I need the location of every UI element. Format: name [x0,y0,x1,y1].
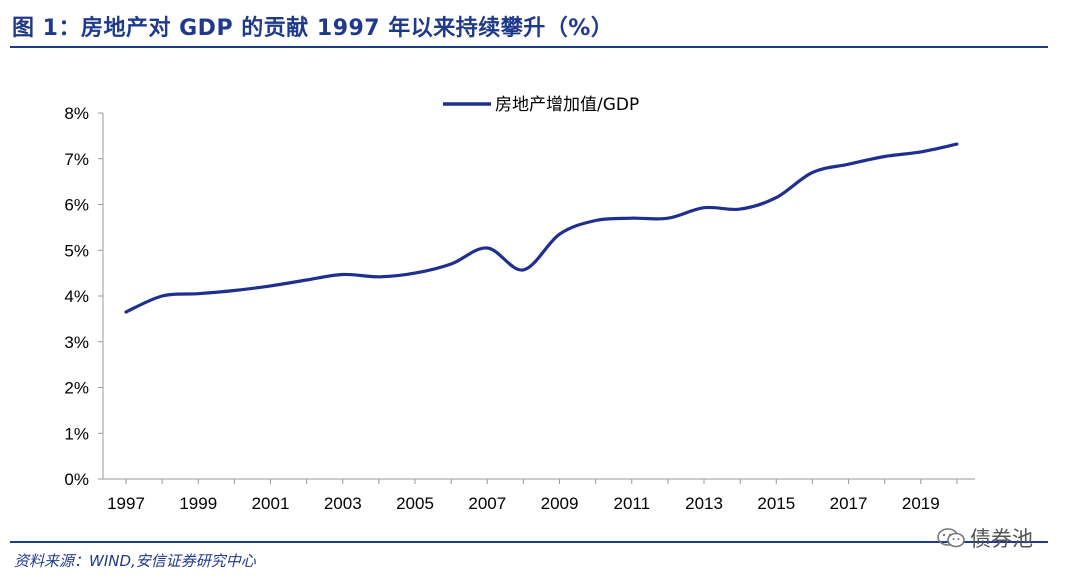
x-tick-label: 2001 [252,494,290,513]
y-tick-label: 6% [64,196,89,215]
y-tick-label: 5% [64,241,89,260]
legend: 房地产增加值/GDP [443,95,639,115]
x-tick-label: 2003 [324,494,362,513]
watermark-text: 债券池 [970,527,1033,551]
y-tick-label: 3% [64,333,89,352]
legend-label: 房地产增加值/GDP [495,95,639,115]
series-lines [124,142,959,314]
y-tick-label: 1% [64,424,89,443]
x-tick-label: 2019 [902,494,940,513]
x-tick-label: 2011 [614,494,651,513]
x-tick-label: 2007 [468,494,506,513]
x-tick-label: 2015 [757,494,795,513]
x-tick-label: 1997 [107,494,145,513]
y-axis: 0% 1% 2% 3% 4% 5% 6% 7% 8% [64,104,104,489]
x-axis: 1997 1999 2001 2003 2005 2007 2009 2011 2013 2015… [103,478,975,513]
title-rule [10,46,1048,48]
source-rule [10,541,1048,543]
x-tick-label: 2013 [685,494,723,513]
x-tick-label: 1999 [179,494,217,513]
y-tick-label: 2% [64,379,89,398]
y-tick-label: 0% [64,470,89,489]
series-line-0 [124,142,959,314]
x-tick-label: 2009 [541,494,579,513]
x-tick-label: 2005 [396,494,434,513]
watermark: 债券池 [936,523,1033,553]
source-note: 资料来源：WIND,安信证券研究中心 [14,552,256,570]
y-tick-label: 4% [64,287,89,306]
y-tick-label: 7% [64,150,89,169]
figure-title: 图 1：房地产对 GDP 的贡献 1997 年以来持续攀升（%） [12,16,614,41]
x-tick-label: 2017 [830,494,868,513]
y-tick-label: 8% [64,104,89,123]
wechat-icon [937,528,965,548]
